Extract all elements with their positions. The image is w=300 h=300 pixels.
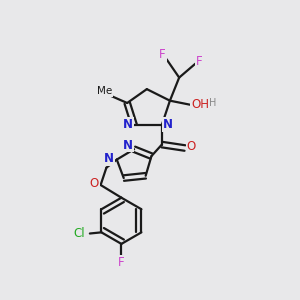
Text: O: O	[89, 177, 99, 190]
Text: N: N	[123, 118, 133, 131]
Text: N: N	[104, 152, 114, 165]
Text: F: F	[196, 55, 203, 68]
Text: Cl: Cl	[73, 227, 85, 240]
Text: Me: Me	[97, 86, 112, 96]
Text: F: F	[159, 48, 166, 62]
Text: N: N	[163, 118, 173, 131]
Text: H: H	[209, 98, 216, 109]
Text: F: F	[118, 256, 125, 269]
Text: O: O	[187, 140, 196, 153]
Text: N: N	[123, 139, 133, 152]
Text: OH: OH	[191, 98, 209, 111]
